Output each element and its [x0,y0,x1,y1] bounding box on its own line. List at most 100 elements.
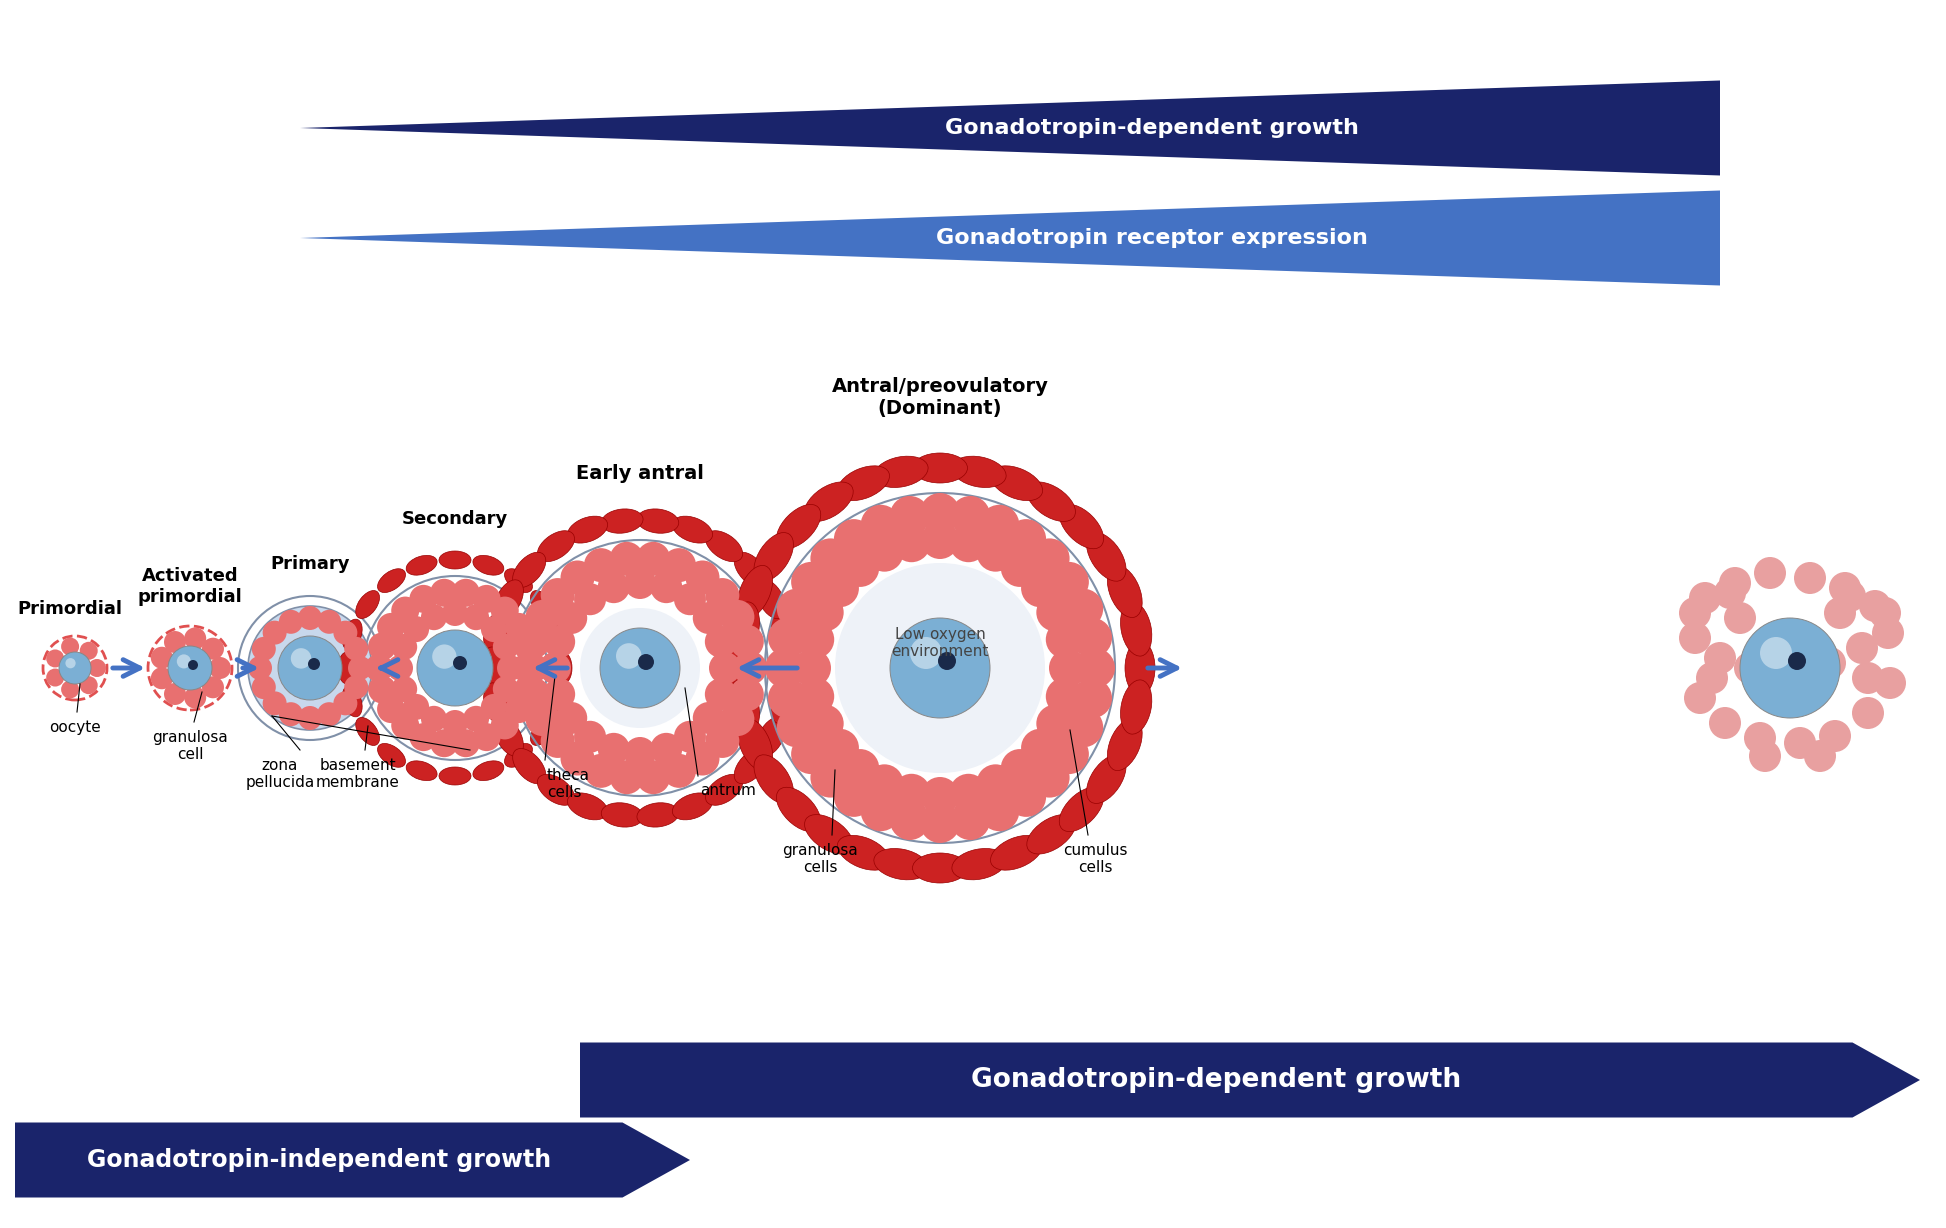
Ellipse shape [473,761,504,781]
Circle shape [1045,620,1084,658]
Ellipse shape [804,814,852,853]
Circle shape [1072,618,1111,658]
Circle shape [1744,722,1777,754]
Ellipse shape [874,849,928,879]
Circle shape [940,591,969,620]
Circle shape [765,648,806,688]
Ellipse shape [738,565,773,618]
Circle shape [584,754,619,788]
Circle shape [1858,589,1892,623]
Circle shape [650,733,683,765]
Circle shape [584,548,619,582]
Circle shape [574,583,605,615]
Circle shape [541,725,574,758]
Circle shape [473,723,500,752]
Circle shape [950,524,987,562]
Ellipse shape [1121,680,1152,734]
Text: Primary: Primary [270,555,350,573]
Circle shape [704,678,738,710]
Ellipse shape [991,465,1043,501]
Ellipse shape [776,787,821,831]
Circle shape [1740,618,1841,718]
Circle shape [1000,549,1039,587]
Circle shape [442,710,467,736]
Text: basement
membrane: basement membrane [315,758,401,791]
Circle shape [893,774,930,812]
Circle shape [409,723,438,752]
Circle shape [492,634,520,659]
Ellipse shape [776,505,821,549]
Ellipse shape [1086,755,1127,803]
Text: granulosa
cell: granulosa cell [152,729,228,763]
Circle shape [514,675,541,704]
Circle shape [636,760,669,795]
Circle shape [1679,623,1711,655]
Circle shape [463,604,488,630]
Circle shape [885,603,915,632]
Circle shape [490,597,520,625]
Circle shape [263,691,286,716]
Circle shape [860,653,891,683]
Circle shape [1049,562,1090,602]
Circle shape [492,677,520,702]
Circle shape [835,519,874,559]
Circle shape [841,549,880,587]
Circle shape [47,668,64,686]
Ellipse shape [1107,718,1142,771]
Circle shape [298,706,321,729]
Ellipse shape [726,641,755,695]
Circle shape [979,505,1020,545]
Circle shape [965,704,994,733]
Circle shape [597,571,631,603]
Circle shape [58,652,91,684]
Ellipse shape [555,652,572,684]
Circle shape [496,655,523,682]
Ellipse shape [504,743,533,768]
Ellipse shape [407,761,438,781]
Circle shape [298,605,321,630]
Circle shape [278,636,342,700]
Ellipse shape [874,456,928,488]
Circle shape [317,702,341,726]
Circle shape [1853,698,1884,729]
Circle shape [391,711,418,739]
Circle shape [539,652,570,684]
Ellipse shape [378,569,405,593]
Circle shape [202,677,224,699]
Ellipse shape [481,647,504,689]
Circle shape [940,716,969,745]
Circle shape [792,734,831,774]
Circle shape [994,704,1027,736]
Circle shape [841,679,872,711]
Circle shape [1679,597,1711,629]
Circle shape [420,706,448,732]
Circle shape [730,678,763,711]
Circle shape [1008,625,1039,657]
Text: zona
pellucida: zona pellucida [245,758,315,791]
Circle shape [1714,577,1746,609]
Circle shape [662,754,697,788]
Circle shape [1753,558,1786,589]
Circle shape [387,655,413,682]
Ellipse shape [342,686,362,717]
Circle shape [979,791,1020,831]
Circle shape [792,562,831,602]
Text: Activated
primordial: Activated primordial [138,567,243,605]
Circle shape [409,585,438,613]
Ellipse shape [913,453,967,483]
Text: antrum: antrum [701,783,755,798]
Circle shape [490,711,520,739]
Circle shape [1847,632,1878,664]
Circle shape [60,680,80,699]
Ellipse shape [636,803,679,828]
Ellipse shape [512,553,545,587]
Ellipse shape [636,508,679,533]
Circle shape [868,625,897,656]
Circle shape [609,760,644,795]
Circle shape [952,736,983,768]
Circle shape [975,723,1008,755]
Circle shape [685,560,720,594]
Ellipse shape [1107,565,1142,618]
Ellipse shape [706,530,743,561]
Circle shape [796,678,835,716]
